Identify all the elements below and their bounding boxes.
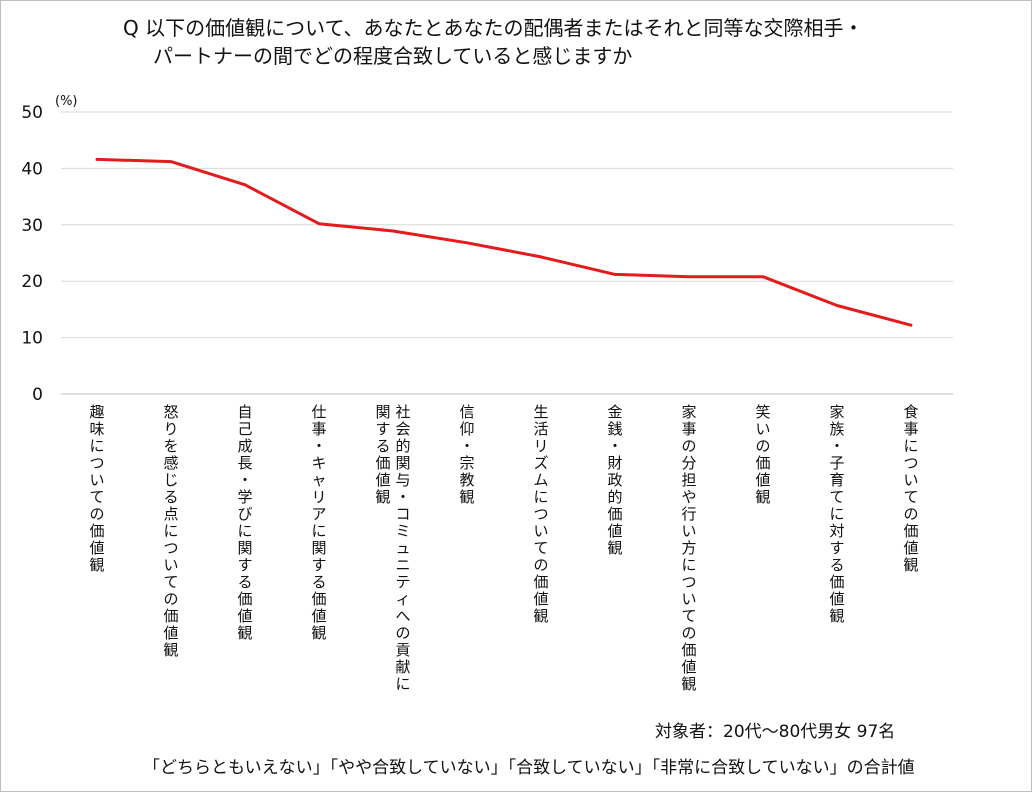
definition-note: 「どちらともいえない」「やや合致していない」「合致していない」「非常に合致してい… [143,758,915,778]
x-category-label: 家事の分担や行い方についての価値観 [681,403,696,693]
chart-title-line-2: パートナーの間でどの程度合致していると感じますか [153,44,632,68]
x-category-label: 笑いの価値観 [755,403,770,506]
y-tick-label: 30 [21,216,43,236]
chart-title-line-1: Q 以下の価値観について、あなたとあなたの配偶者またはそれと同等な交際相手・ [123,16,864,40]
series-line [97,159,911,325]
x-category-label: 金銭・財政的価値観 [607,403,622,557]
y-tick-label: 40 [21,159,43,179]
respondent-note: 対象者：20代～80代男女 97名 [655,722,895,742]
y-tick-label: 50 [21,103,43,123]
x-category-label: 怒りを感じる点についての価値観 [163,403,178,659]
x-category-label: 仕事・キャリアに関する価値観 [311,403,326,642]
y-axis-ticks: 0 10 20 30 40 50 [21,103,43,405]
x-category-label: 生活リズムについての価値観 [533,403,548,625]
y-axis-unit: (%) [55,94,78,109]
x-category-label: 関する価値観 [375,403,390,506]
x-category-label: 信仰・宗教観 [459,403,474,506]
x-category-label: 家族・子育てに対する価値観 [829,403,844,625]
x-category-label: 食事についての価値観 [903,403,918,574]
x-category-label: 自己成長・学びに関する価値観 [237,403,252,642]
x-category-label: 社会的関与・コミュニティへの貢献に [395,403,410,693]
x-axis-category-labels: 趣味についての価値観 怒りを感じる点についての価値観 自己成長・学びに関する価値観 仕… [89,403,918,693]
gridlines [61,112,953,394]
y-tick-label: 20 [21,272,43,292]
series-lines [97,159,911,325]
x-category-label: 趣味についての価値観 [89,403,104,574]
y-tick-label: 0 [32,385,43,405]
y-tick-label: 10 [21,329,43,349]
